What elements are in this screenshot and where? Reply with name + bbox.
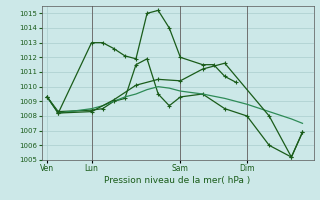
X-axis label: Pression niveau de la mer( hPa ): Pression niveau de la mer( hPa ) [104, 176, 251, 185]
